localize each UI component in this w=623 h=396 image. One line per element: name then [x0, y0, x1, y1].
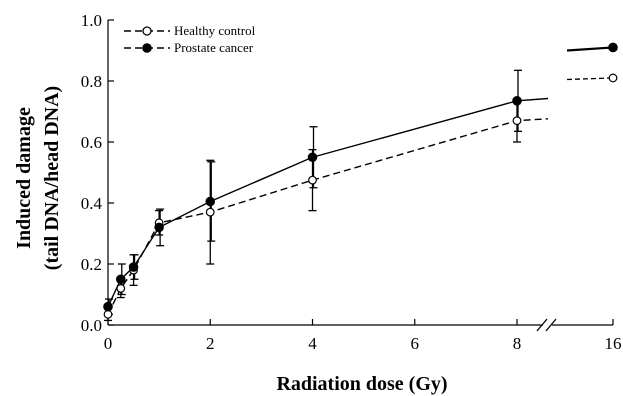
x-tick-label: 4 — [308, 334, 317, 353]
axes — [107, 20, 613, 332]
y-axis-title-line1: Induced damage — [13, 107, 35, 249]
legend-marker-healthy — [142, 26, 152, 36]
x-tick-label: 2 — [206, 334, 215, 353]
legend-label-healthy: Healthy control — [174, 23, 256, 38]
data-point-prostate — [103, 301, 113, 312]
x-tick-label: 16 — [605, 334, 622, 353]
data-point-healthy — [116, 284, 126, 293]
y-tick-label: 0.6 — [81, 133, 102, 152]
data-point-healthy — [608, 73, 618, 83]
y-axis-title-line2: (tail DNA/head DNA) — [41, 86, 63, 270]
legend-item-healthy: Healthy control — [124, 23, 256, 38]
data-markers — [103, 42, 618, 319]
legend-item-prostate: Prostate cancer — [124, 40, 254, 55]
error-bars — [104, 69, 522, 322]
y-tick-label: 0.4 — [81, 194, 103, 213]
x-tick-label: 0 — [104, 334, 113, 353]
series-line-tail-prostate — [566, 46, 614, 52]
data-point-healthy — [205, 207, 215, 217]
data-point-prostate — [128, 262, 139, 272]
legend-label-prostate: Prostate cancer — [174, 40, 254, 55]
data-point-prostate — [154, 222, 164, 233]
x-axis-title: Radiation dose (Gy) — [276, 373, 447, 395]
data-point-prostate — [608, 42, 618, 53]
y-tick-label: 0.8 — [81, 72, 102, 91]
data-point-prostate — [512, 96, 522, 106]
y-tick-label: 0.2 — [81, 255, 102, 274]
series-lines — [107, 46, 614, 315]
x-tick-label: 6 — [411, 334, 420, 353]
legend-marker-prostate — [142, 43, 152, 53]
x-tick-label: 8 — [513, 334, 522, 353]
y-axis-title: Induced damage (tail DNA/head DNA) — [13, 86, 63, 270]
data-point-healthy — [512, 116, 522, 126]
data-point-healthy — [308, 175, 317, 185]
data-point-healthy — [103, 309, 113, 319]
data-point-prostate — [307, 152, 318, 163]
series-line-tail-healthy — [566, 77, 614, 81]
series-line-prostate — [107, 97, 549, 307]
legend: Healthy control Prostate cancer — [124, 23, 256, 55]
ticks: 0.0 0.2 0.4 0.6 0.8 1.0 0 2 4 6 8 16 — [81, 11, 622, 353]
axis-break-mark — [536, 318, 548, 332]
series-line-healthy — [107, 118, 549, 315]
y-tick-label: 0.0 — [81, 316, 102, 335]
data-point-prostate — [205, 196, 216, 207]
axis-break-mark — [545, 318, 557, 332]
y-tick-label: 1.0 — [81, 11, 102, 30]
data-point-prostate — [115, 274, 126, 285]
